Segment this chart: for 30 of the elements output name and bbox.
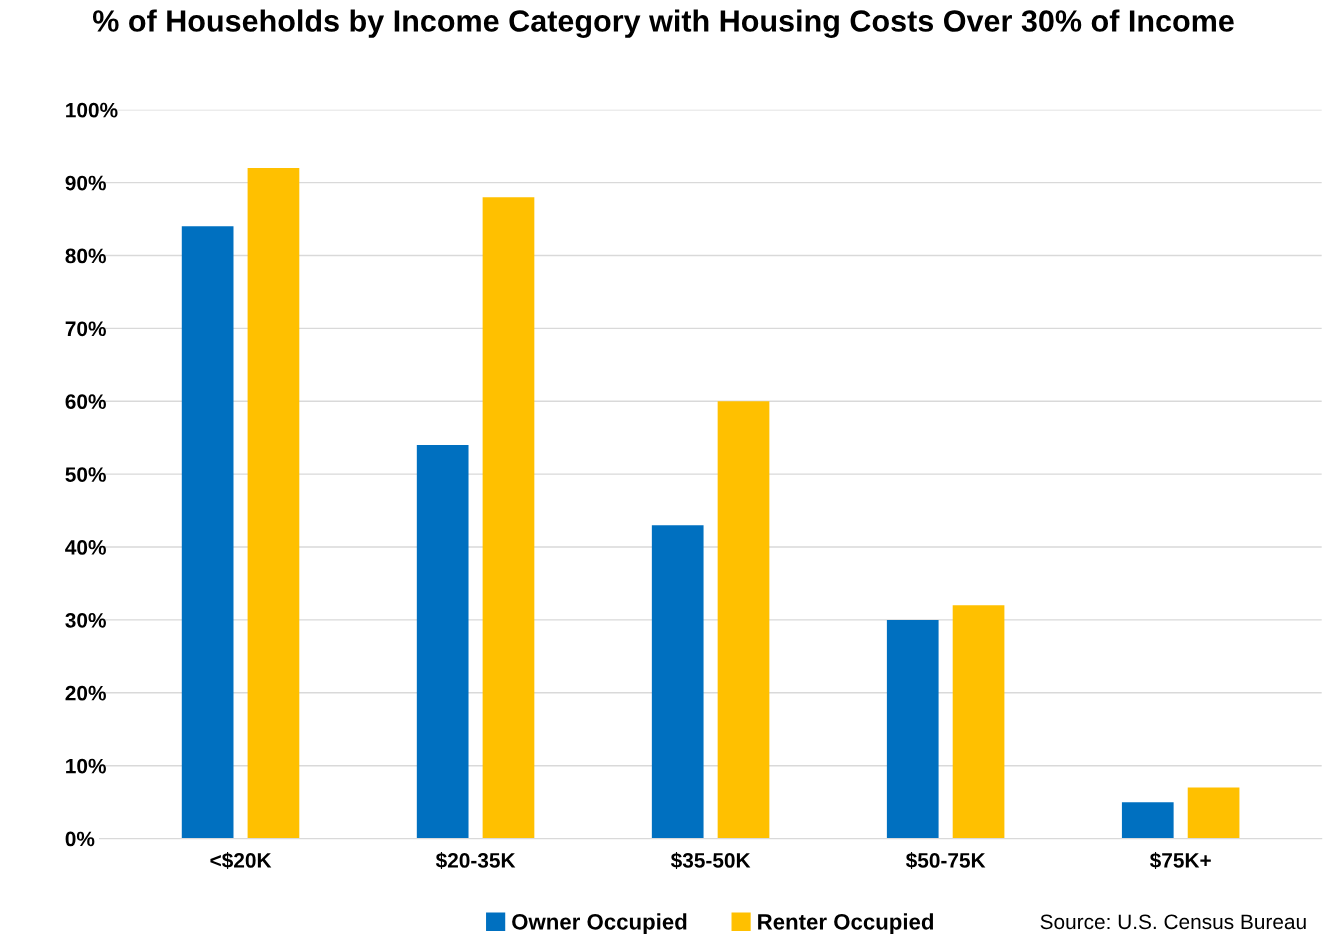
bar [651, 525, 704, 839]
bar [952, 605, 1005, 839]
y-tick-label: 0% [65, 831, 95, 847]
bar [717, 401, 770, 839]
x-tick-label: $75K+ [1149, 852, 1211, 870]
y-tick-label: 90% [65, 175, 106, 191]
y-tick-label: 30% [65, 612, 106, 628]
y-tick-label: 100% [66, 102, 118, 118]
y-tick-label: 20% [65, 685, 106, 701]
y-tick-label: 50% [65, 467, 106, 482]
bar [416, 445, 469, 839]
bar [886, 619, 939, 839]
bar [482, 197, 535, 839]
y-tick-label: 80% [65, 248, 106, 264]
chart-title: % of Households by Income Category with Housing Costs Over 30% of Income [92, 9, 1234, 38]
legend-label: Renter Occupied [758, 913, 934, 935]
x-tick-label: $35-50K [670, 852, 751, 870]
y-tick-label: 70% [65, 321, 106, 337]
x-tick-label: $20-35K [435, 852, 516, 870]
x-tick-label: $50-75K [905, 852, 986, 870]
source-note: Source: U.S. Census Bureau [1040, 914, 1306, 930]
bar [181, 226, 234, 839]
y-tick-label: 10% [66, 758, 106, 774]
x-tick-label: <$20K [210, 852, 272, 870]
bar [1121, 802, 1174, 839]
y-tick-label: 40% [65, 540, 106, 555]
bar [1187, 787, 1240, 839]
bar [247, 168, 300, 839]
legend-label: Owner Occupied [512, 913, 687, 935]
y-tick-label: 60% [65, 394, 106, 410]
